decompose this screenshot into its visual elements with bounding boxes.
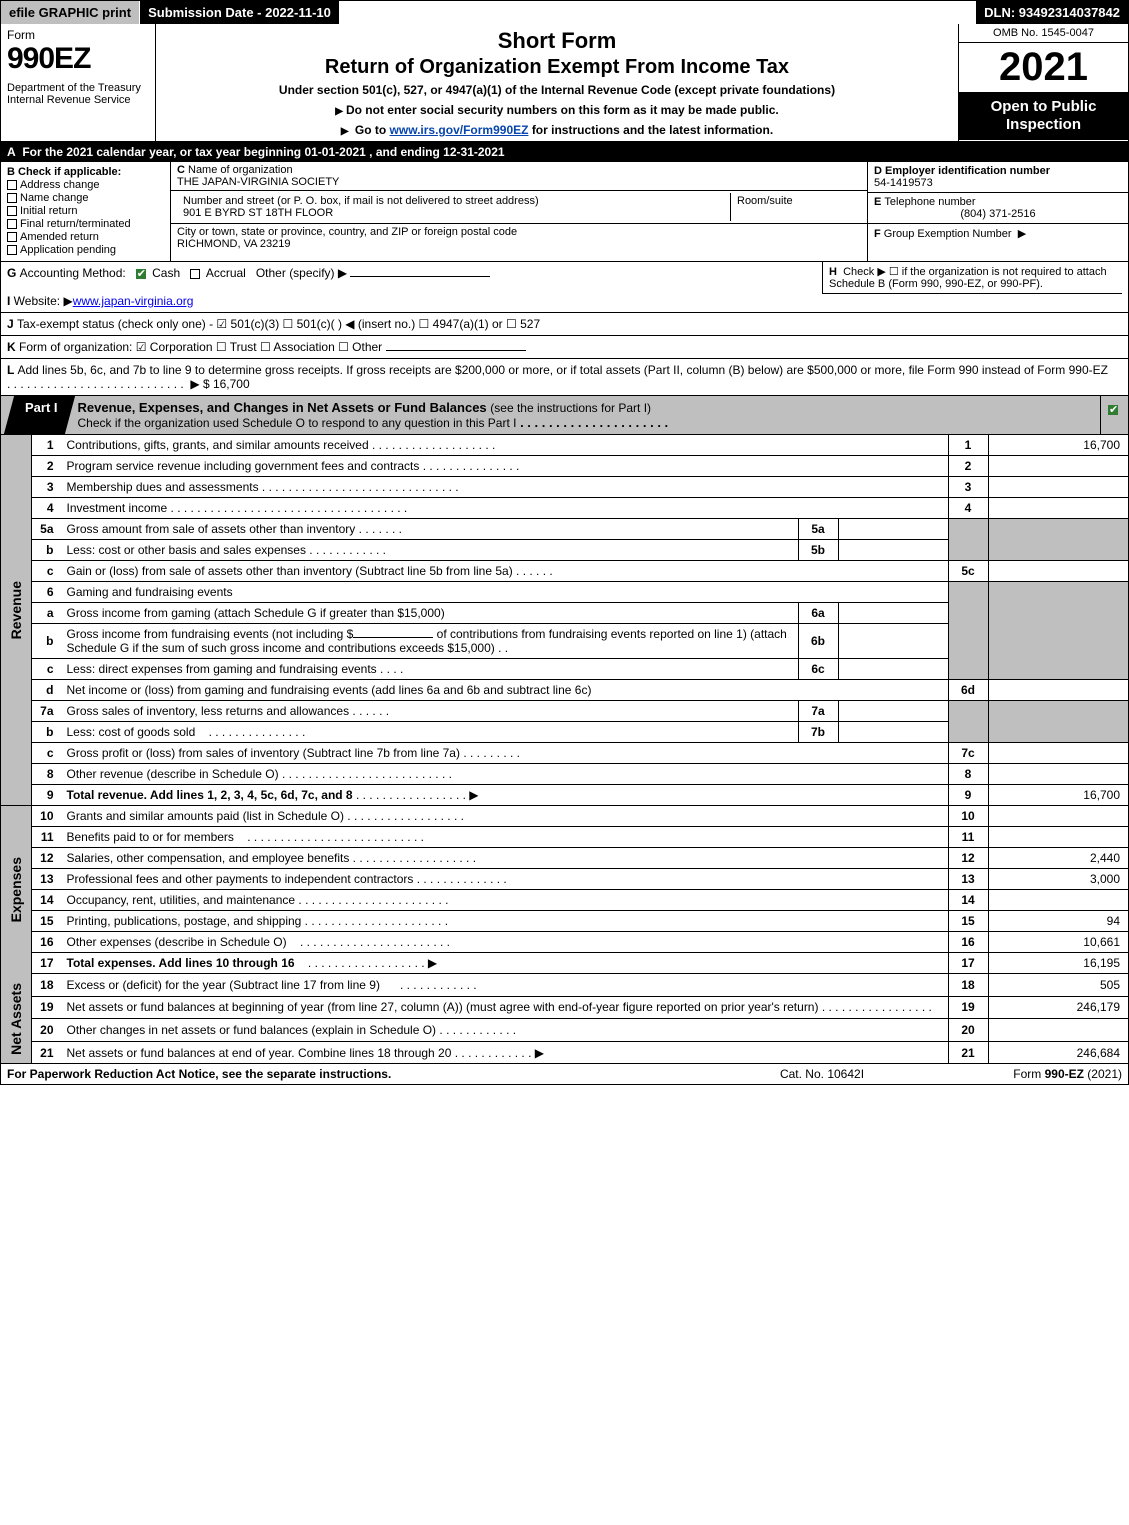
efile-print-label[interactable]: efile GRAPHIC print — [1, 1, 140, 24]
street-address: 901 E BYRD ST 18TH FLOOR — [183, 207, 333, 219]
website-link[interactable]: www.japan-virginia.org — [73, 294, 194, 308]
row-g-accounting: G Accounting Method: Cash Accrual Other … — [1, 262, 1128, 313]
chk-name-change[interactable] — [7, 193, 17, 203]
open-to-public: Open to Public Inspection — [959, 92, 1128, 140]
line16-value: 10,661 — [988, 932, 1128, 953]
ein-block: D Employer identification number 54-1419… — [868, 162, 1128, 193]
chk-initial-return[interactable] — [7, 206, 17, 216]
header-center: Short Form Return of Organization Exempt… — [156, 24, 958, 141]
header-right: OMB No. 1545-0047 2021 Open to Public In… — [958, 24, 1128, 141]
city-state-zip: RICHMOND, VA 23219 — [177, 238, 291, 250]
submission-date: Submission Date - 2022-11-10 — [140, 1, 340, 24]
footer-form-ref: Form 990-EZ (2021) — [922, 1067, 1122, 1081]
revenue-label: Revenue — [6, 575, 26, 645]
org-name: THE JAPAN-VIRGINIA SOCIETY — [177, 176, 339, 188]
footer-cat-no: Cat. No. 10642I — [722, 1067, 922, 1081]
phone-value: (804) 371-2516 — [874, 208, 1122, 220]
form-header: Form 990EZ Department of the Treasury In… — [1, 24, 1128, 142]
chk-amended-return[interactable] — [7, 232, 17, 242]
block-bcdef: B Check if applicable: Address change Na… — [1, 162, 1128, 262]
row-h-schedule-b: H Check ▶ ☐ if the organization is not r… — [822, 262, 1122, 294]
line18-value: 505 — [988, 974, 1128, 997]
part1-schedule-o-check[interactable] — [1100, 396, 1128, 434]
dept-label: Department of the Treasury Internal Reve… — [7, 82, 149, 106]
form-word: Form — [7, 28, 149, 42]
tax-year: 2021 — [959, 43, 1128, 92]
chk-cash[interactable] — [136, 269, 146, 279]
part1-table: Revenue 1Contributions, gifts, grants, a… — [1, 435, 1128, 1064]
chk-address-change[interactable] — [7, 180, 17, 190]
ein-value: 54-1419573 — [874, 177, 933, 189]
form-number: 990EZ — [7, 42, 149, 76]
row-k-org-form: K Form of organization: ☑ Corporation ☐ … — [1, 336, 1128, 359]
org-name-block: C Name of organization THE JAPAN-VIRGINI… — [171, 162, 867, 191]
gross-receipts-amount: $ 16,700 — [203, 377, 250, 391]
part1-header: Part I Revenue, Expenses, and Changes in… — [1, 395, 1128, 435]
line12-value: 2,440 — [988, 848, 1128, 869]
note-goto: Go to www.irs.gov/Form990EZ for instruct… — [166, 123, 948, 137]
netassets-label: Net Assets — [6, 977, 26, 1061]
expenses-label: Expenses — [6, 851, 26, 928]
chk-accrual[interactable] — [190, 269, 200, 279]
phone-block: E Telephone number (804) 371-2516 — [868, 193, 1128, 224]
city-block: City or town, state or province, country… — [171, 224, 867, 252]
title-main: Return of Organization Exempt From Incom… — [166, 56, 948, 79]
total-expenses: 16,195 — [988, 953, 1128, 974]
total-revenue: 16,700 — [988, 785, 1128, 806]
row-j-tax-exempt: J Tax-exempt status (check only one) - ☑… — [1, 313, 1128, 336]
col-b-checkboxes: B Check if applicable: Address change Na… — [1, 162, 171, 261]
line1-value: 16,700 — [988, 435, 1128, 456]
top-bar: efile GRAPHIC print Submission Date - 20… — [1, 1, 1128, 24]
line19-value: 246,179 — [988, 996, 1128, 1019]
footer-left: For Paperwork Reduction Act Notice, see … — [7, 1067, 722, 1081]
line15-value: 94 — [988, 911, 1128, 932]
note-no-ssn: Do not enter social security numbers on … — [166, 103, 948, 117]
row-l-gross-receipts: L Add lines 5b, 6c, and 7b to line 9 to … — [1, 359, 1128, 395]
header-left: Form 990EZ Department of the Treasury In… — [1, 24, 156, 141]
line13-value: 3,000 — [988, 869, 1128, 890]
line21-value: 246,684 — [988, 1041, 1128, 1064]
street-row: Number and street (or P. O. box, if mail… — [171, 191, 867, 224]
subtitle: Under section 501(c), 527, or 4947(a)(1)… — [166, 83, 948, 97]
dln-label: DLN: 93492314037842 — [976, 1, 1128, 24]
part1-tab: Part I — [4, 396, 75, 434]
room-suite: Room/suite — [731, 193, 861, 221]
page-footer: For Paperwork Reduction Act Notice, see … — [1, 1064, 1128, 1084]
title-short-form: Short Form — [166, 28, 948, 54]
row-a-period: A For the 2021 calendar year, or tax yea… — [1, 142, 1128, 162]
irs-link[interactable]: www.irs.gov/Form990EZ — [390, 123, 529, 137]
omb-number: OMB No. 1545-0047 — [959, 24, 1128, 43]
col-def: D Employer identification number 54-1419… — [868, 162, 1128, 261]
chk-application-pending[interactable] — [7, 245, 17, 255]
other-specify-input[interactable] — [350, 276, 490, 277]
col-c-org-info: C Name of organization THE JAPAN-VIRGINI… — [171, 162, 868, 261]
chk-final-return[interactable] — [7, 219, 17, 229]
group-exemption-block: F Group Exemption Number ▶ — [868, 224, 1128, 243]
form-990ez-page: efile GRAPHIC print Submission Date - 20… — [0, 0, 1129, 1085]
